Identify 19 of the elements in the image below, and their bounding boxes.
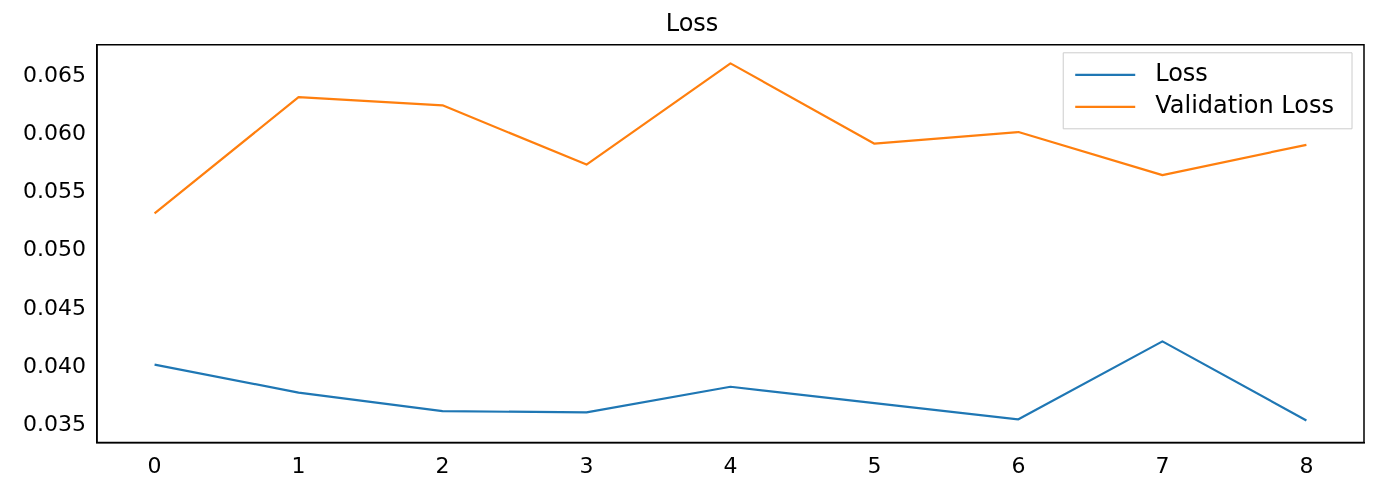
y-tick-label: 0.065: [23, 61, 86, 87]
y-tick-label: 0.060: [23, 120, 86, 146]
x-tick-label: 2: [435, 452, 450, 478]
y-tick-label: 0.040: [23, 352, 86, 378]
y-tick-label: 0.055: [23, 178, 86, 204]
x-tick-label: 5: [867, 452, 882, 478]
y-tick-label: 0.035: [23, 410, 86, 436]
y-tick-label: 0.050: [23, 236, 86, 262]
x-tick-label: 1: [291, 452, 306, 478]
chart-title: Loss: [665, 8, 719, 37]
x-tick-label: 3: [579, 452, 594, 478]
y-tick-label: 0.045: [23, 294, 86, 320]
legend-label: Validation Loss: [1155, 91, 1334, 120]
x-tick-label: 0: [147, 452, 162, 478]
x-tick-label: 7: [1155, 452, 1170, 478]
x-tick-label: 6: [1011, 452, 1026, 478]
legend-label: Loss: [1155, 59, 1208, 88]
x-tick-label: 8: [1299, 452, 1314, 478]
x-tick-label: 4: [723, 452, 738, 478]
